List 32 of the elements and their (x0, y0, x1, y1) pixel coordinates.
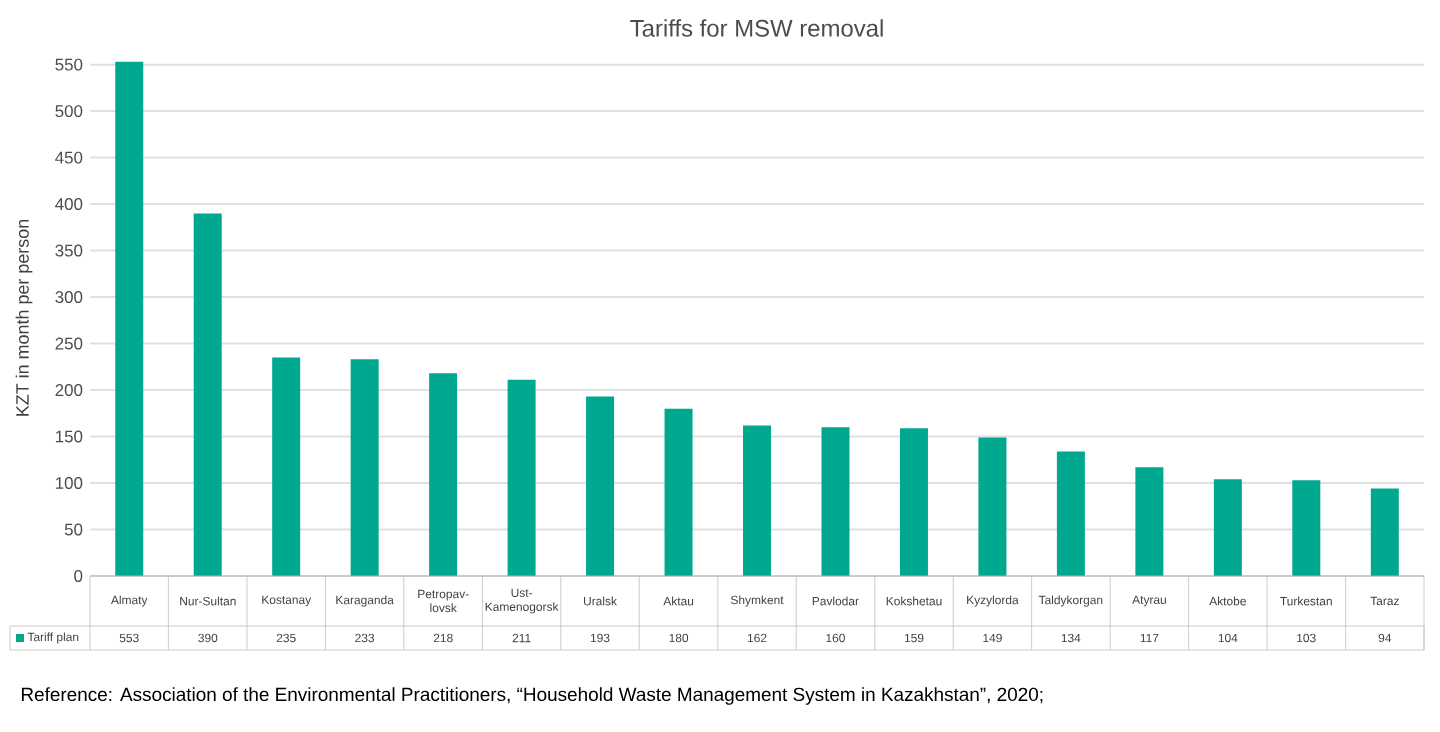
bar (1135, 467, 1164, 576)
bar (507, 379, 536, 576)
bar (1292, 480, 1321, 576)
bar (193, 213, 222, 576)
bar (586, 396, 615, 576)
bar (1370, 488, 1399, 576)
bar (115, 61, 144, 576)
y-tick-label: 0 (74, 570, 83, 582)
bar (743, 425, 772, 576)
bar (1213, 479, 1242, 576)
bar (821, 427, 850, 576)
y-tick-label: 200 (55, 384, 83, 397)
y-tick-label: 450 (55, 151, 83, 164)
bar (429, 373, 458, 576)
chart-title: Tariffs for MSW removal (630, 19, 883, 37)
y-tick-label: 400 (55, 198, 83, 211)
bar (272, 357, 301, 576)
text: Reference: Association of the Environmental Practitioners, “Household Waste Management System in Kazakhstan”, 2020; (21, 687, 1043, 705)
y-tick-label: 250 (55, 337, 83, 350)
y-tick-label: 300 (55, 291, 83, 304)
y-tick-label: 100 (55, 477, 83, 490)
bar (350, 359, 379, 576)
y-tick-label: 550 (55, 58, 83, 71)
bar (978, 437, 1007, 576)
y-tick-label: 500 (55, 105, 83, 118)
y-tick-label: 350 (55, 244, 83, 257)
y-tick-label: 150 (55, 430, 83, 443)
y-axis-title: KZT in month per person (15, 220, 33, 416)
bar (899, 428, 928, 576)
bar (1056, 451, 1085, 576)
bar (664, 408, 693, 576)
y-tick-label: 50 (64, 523, 83, 536)
